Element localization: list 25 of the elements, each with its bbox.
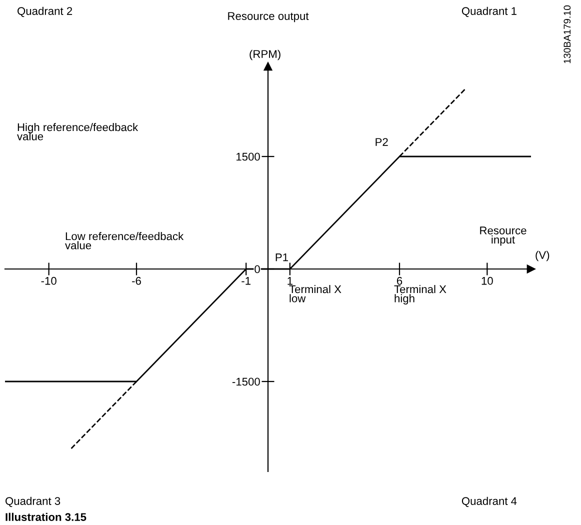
annotation: Resource input [480,226,526,246]
annotation: Terminal X high [394,285,446,305]
annotation: P1 [276,253,288,262]
x-tick-label: 10 [482,276,493,285]
text: Quadrant 3 [6,496,60,507]
y-tick-label: 1500 [236,152,260,161]
text: Quadrant 2 [18,6,72,17]
annotation: P2 [376,138,388,146]
x-tick-label: -6 [132,276,141,285]
annotation: Low reference/feedback value [65,232,184,250]
x-tick-label: -1 [242,277,250,285]
y-tick-label: -1500 [232,378,260,386]
x-tick-label: -10 [41,276,56,285]
text: Quadrant 1 [462,6,516,17]
annotation: High reference/feedback value [17,123,138,140]
y-tick-label: 0 [254,265,260,274]
annotation: Terminal X low [289,285,342,302]
x-axis-title: (V) [536,250,550,262]
x-tick-label: 6 [396,276,402,285]
text: (RPM) [250,50,280,60]
text: 130BA179.10 [564,5,571,64]
text: Illustration 3.15 [6,512,86,521]
x-tick-label: 1 [288,277,292,285]
text: Quadrant 4 [462,496,517,507]
y-axis-title: Resource output [228,12,309,22]
